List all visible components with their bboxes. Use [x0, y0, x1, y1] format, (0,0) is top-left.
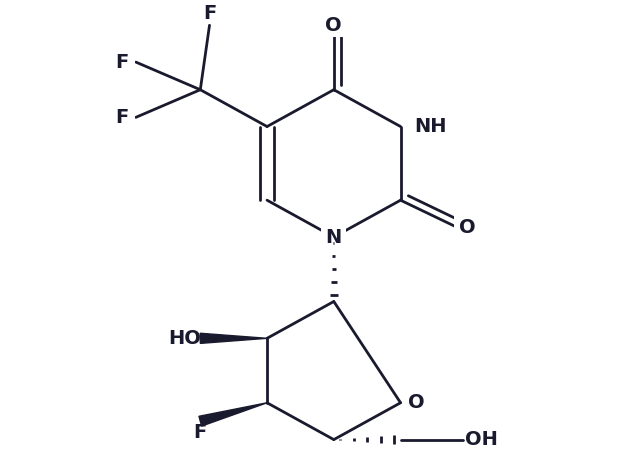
FancyBboxPatch shape: [190, 423, 211, 443]
Text: O: O: [459, 219, 476, 237]
FancyBboxPatch shape: [109, 107, 134, 128]
Text: O: O: [408, 393, 425, 412]
Text: OH: OH: [465, 430, 497, 449]
Text: F: F: [203, 4, 216, 23]
FancyBboxPatch shape: [167, 327, 202, 350]
Polygon shape: [200, 333, 267, 344]
Text: NH: NH: [414, 117, 447, 136]
Text: F: F: [194, 423, 207, 442]
FancyBboxPatch shape: [412, 115, 449, 138]
Polygon shape: [199, 403, 267, 426]
Text: O: O: [326, 16, 342, 35]
Text: N: N: [326, 227, 342, 247]
Text: F: F: [115, 108, 129, 127]
FancyBboxPatch shape: [199, 3, 220, 24]
FancyBboxPatch shape: [454, 216, 481, 239]
FancyBboxPatch shape: [109, 52, 134, 72]
FancyBboxPatch shape: [320, 14, 348, 37]
FancyBboxPatch shape: [321, 226, 346, 249]
FancyBboxPatch shape: [465, 428, 497, 451]
Text: F: F: [115, 53, 129, 71]
FancyBboxPatch shape: [404, 392, 429, 413]
Text: HO: HO: [168, 329, 200, 348]
